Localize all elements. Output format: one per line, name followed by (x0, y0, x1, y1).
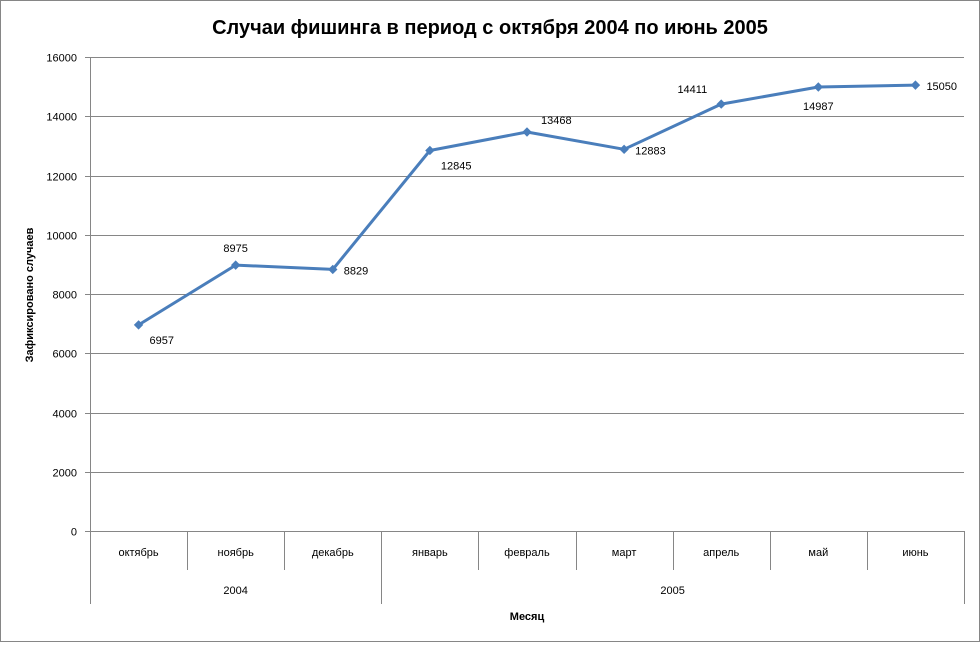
chart-title: Случаи фишинга в период с октября 2004 п… (212, 17, 768, 39)
data-label: 12845 (441, 160, 472, 172)
x-axis-title: Месяц (510, 611, 545, 623)
x-tick-label: март (612, 547, 637, 559)
y-tick-label: 14000 (46, 112, 77, 124)
y-tick-label: 16000 (46, 53, 77, 65)
data-point-marker (328, 264, 338, 275)
x-tick-label: июнь (902, 547, 928, 559)
data-label: 8975 (223, 243, 247, 255)
x-tick-label: февраль (504, 547, 550, 559)
gridlines (90, 57, 964, 473)
axes (85, 57, 965, 604)
data-label: 8829 (344, 265, 368, 277)
y-tick-label: 10000 (46, 231, 77, 243)
y-tick-label: 4000 (53, 409, 77, 421)
x-tick-labels: октябрь ноябрь декабрь январь февраль март апр… (118, 547, 928, 597)
data-label: 6957 (150, 335, 174, 347)
x-tick-label: ноябрь (218, 547, 255, 559)
data-label: 15050 (926, 81, 957, 93)
data-labels: 6957 8975 8829 12845 13468 12883 14411 14987 150… (150, 81, 957, 347)
y-tick-label: 12000 (46, 172, 77, 184)
x-group-label: 2004 (223, 585, 247, 597)
y-tick-label: 0 (71, 527, 77, 539)
data-point-marker (230, 260, 241, 270)
series-line (133, 80, 921, 330)
data-point-marker (716, 99, 726, 109)
x-tick-label: май (808, 547, 828, 559)
y-axis-title: Зафиксировано случаев (24, 227, 36, 362)
x-tick-label: октябрь (118, 547, 158, 559)
x-tick-label: апрель (703, 547, 739, 559)
y-tick-label: 2000 (53, 468, 77, 480)
x-tick-label: январь (412, 547, 448, 559)
data-label: 12883 (635, 145, 666, 157)
x-tick-label: декабрь (312, 547, 354, 559)
data-point-marker (813, 82, 824, 92)
data-label: 13468 (541, 115, 572, 127)
data-point-marker (619, 144, 629, 155)
data-label: 14987 (803, 101, 834, 113)
data-point-marker (910, 80, 921, 90)
data-point-marker (133, 320, 144, 330)
y-tick-label: 6000 (53, 349, 77, 361)
y-tick-labels: 0 2000 4000 6000 8000 10000 12000 14000 16000 (46, 53, 77, 539)
data-point-marker (522, 127, 532, 137)
x-group-label: 2005 (660, 585, 684, 597)
data-point-marker (425, 145, 435, 156)
y-tick-label: 8000 (53, 290, 77, 302)
data-label: 14411 (677, 84, 707, 96)
